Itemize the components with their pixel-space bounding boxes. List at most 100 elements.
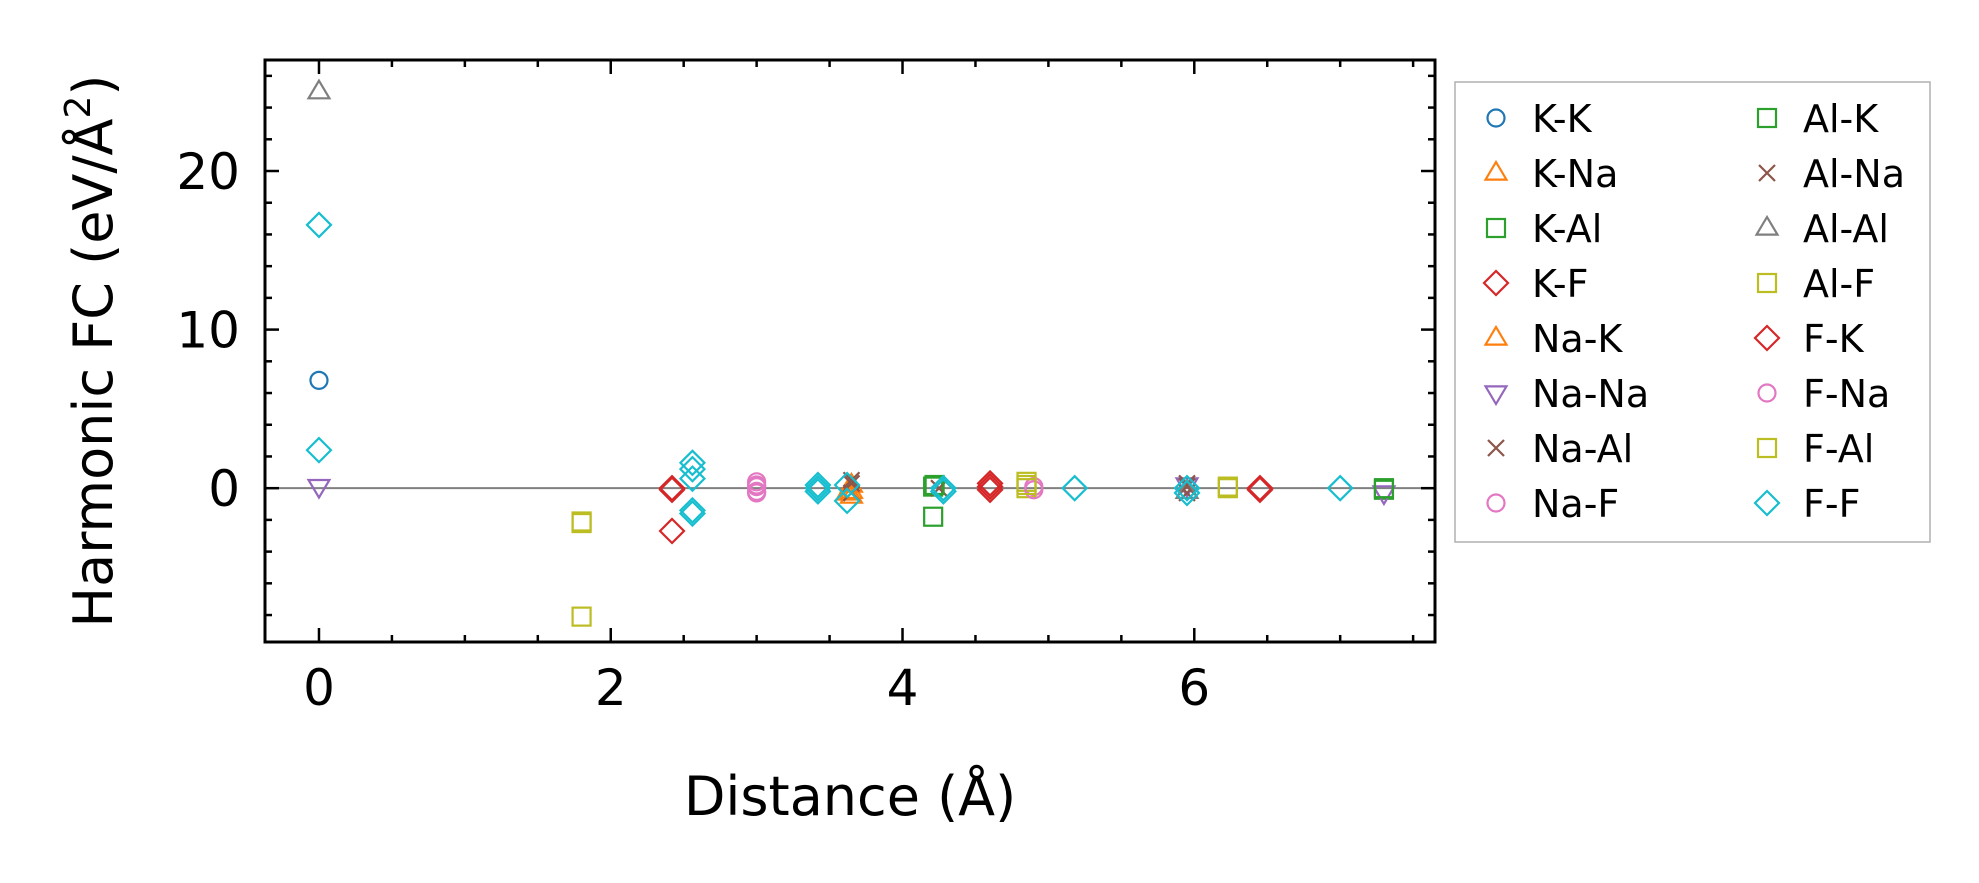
data-point [839,482,864,504]
legend-entry-al-k: Al-K [1756,97,1879,141]
legend-label: K-K [1532,97,1593,141]
legend-marker [1753,489,1781,517]
plot-frame [263,58,1437,644]
legend-label: Na-K [1532,317,1623,361]
data-point [929,474,957,502]
data-point [306,78,332,100]
data-point [658,474,686,502]
data-point [1246,474,1274,502]
data-point [1371,485,1397,507]
data-point [923,476,944,497]
data-point [678,455,706,483]
legend-entry-al-al: Al-Al [1754,207,1889,251]
legend-label: Al-Al [1803,207,1889,251]
legend-marker [1756,107,1778,129]
legend-entry-f-al: F-Al [1756,427,1874,471]
x-axis-label: Distance (Å) [684,764,1016,828]
data-point [1061,474,1089,502]
legend-entry-f-k: F-K [1753,317,1865,361]
data-point [1174,478,1200,500]
legend-label: Na-F [1532,482,1619,526]
legend-label: F-K [1803,317,1865,361]
y-tick-label: 20 [176,143,240,201]
data-point [976,473,1004,501]
data-point [305,211,333,239]
data-point [1373,478,1395,499]
data-point [1016,474,1037,496]
data-point [804,474,832,502]
legend-entry-k-k: K-K [1486,97,1593,141]
legend-entry-na-al: Na-Al [1487,427,1633,471]
data-point [571,512,592,534]
legend-marker [1486,493,1506,513]
legend-marker [1483,385,1509,407]
legend-marker [1483,324,1509,346]
legend-marker [1757,383,1777,403]
data-point [1024,480,1044,500]
series-k-f [658,469,1274,545]
data-point [571,606,592,627]
y-tick-label: 0 [208,460,240,518]
legend-marker [1486,108,1506,128]
data-point [1246,476,1274,504]
legend-entry-al-f: Al-F [1756,262,1875,306]
legend-label: F-F [1803,482,1860,526]
series-al-al [306,78,1200,500]
legend-entry-na-f: Na-F [1486,482,1619,526]
legend-marker [1754,214,1780,236]
legend-entry-k-f: K-F [1482,262,1589,306]
legend-entry-f-na: F-Na [1757,372,1890,416]
x-tick-label: 4 [887,659,919,717]
legend-marker [1485,217,1507,239]
x-tick-label: 0 [303,659,335,717]
data-point [976,469,1004,497]
series-k-k [309,370,329,390]
data-point [678,496,706,524]
legend-entry-f-f: F-F [1753,482,1860,526]
series-f-na [747,475,1044,501]
data-point [678,499,706,528]
series-k-al [923,476,1395,527]
y-axis-label: Harmonic FC (eV/Å2) [58,75,125,628]
legend-marker [1482,269,1510,297]
legend-label: Al-K [1803,97,1879,141]
data-point [1173,474,1201,502]
series-al-f [571,471,1238,627]
legend-marker [1758,164,1776,182]
data-point [1217,476,1238,497]
data-point [747,481,767,501]
legend-marker [1487,439,1505,457]
legend-entry-na-na: Na-Na [1483,372,1649,416]
legend-label: Na-Al [1532,427,1633,471]
data-point [571,511,592,532]
data-point [678,449,706,477]
legend-entry-k-al: K-Al [1485,207,1602,251]
series-f-k [658,473,1274,504]
legend-label: F-Na [1803,372,1890,416]
data-point [976,476,1004,504]
data-point [658,476,686,504]
legend-entry-k-na: K-Na [1483,152,1618,196]
data-point [306,478,332,500]
legend-entry-na-k: Na-K [1483,317,1623,361]
data-point [309,370,329,390]
data-point [658,517,686,545]
legend-marker [1483,159,1509,181]
legend-box [1454,81,1931,543]
legend-label: K-Al [1532,207,1602,251]
legend-label: Al-F [1803,262,1875,306]
legend-marker [1756,437,1778,459]
legend-entry-al-na: Al-Na [1758,152,1905,196]
data-point [678,465,706,493]
data-point [1173,479,1201,507]
series-f-al [571,474,1238,532]
data-point [747,475,767,495]
x-tick-label: 2 [595,659,627,717]
y-tick-label: 10 [176,302,240,360]
data-point [804,471,832,499]
data-point [1326,474,1354,502]
data-point [833,471,861,499]
data-point [804,477,832,505]
legend-marker [1753,324,1781,352]
